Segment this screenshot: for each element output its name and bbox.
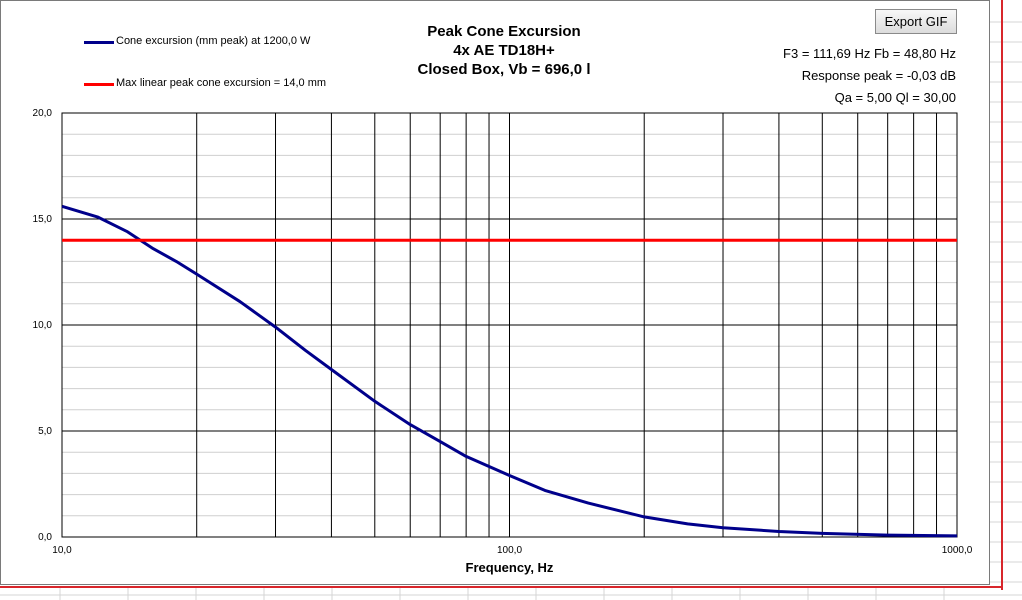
- chart-subtitle-box: Closed Box, Vb = 696,0 l: [417, 61, 591, 78]
- info-response-peak: Response peak = -0,03 dB: [801, 68, 956, 83]
- legend-label-max-linear-excursion: Max linear peak cone excursion = 14,0 mm: [116, 77, 327, 89]
- export-gif-button[interactable]: Export GIF: [875, 9, 957, 34]
- sheet-border-bottom: [0, 586, 1003, 588]
- chart-frame: [0, 0, 990, 585]
- x-tick-label: 10,0: [52, 545, 72, 556]
- series-line-cone-excursion: [61, 204, 958, 538]
- plot-area-border: [61, 112, 958, 538]
- y-tick-label: 0,0: [38, 532, 52, 543]
- y-tick-label: 20,0: [33, 108, 53, 119]
- y-tick-label: 5,0: [38, 426, 52, 437]
- x-tick-label: 100,0: [497, 545, 522, 556]
- x-tick-label: 1000,0: [942, 545, 973, 556]
- chart-title: Peak Cone Excursion 4x AE TD18H+ Closed …: [384, 22, 624, 79]
- info-qa-ql: Qa = 5,00 Ql = 30,00: [834, 90, 956, 105]
- chart-subtitle-driver: 4x AE TD18H+: [453, 42, 555, 59]
- x-axis-title: Frequency, Hz: [466, 560, 554, 575]
- chart-plot: 0,0 5,0 10,0 15,0 20,0 10,0 100,0 1000,0 Frequen…: [33, 108, 973, 575]
- y-tick-label: 15,0: [33, 214, 53, 225]
- chart-title-line: Peak Cone Excursion: [427, 23, 581, 40]
- legend-swatch-max-linear-excursion: [84, 83, 114, 86]
- legend-swatch-cone-excursion: [84, 41, 114, 44]
- y-tick-label: 10,0: [33, 320, 53, 331]
- info-f3-fb: F3 = 111,69 Hz Fb = 48,80 Hz: [783, 46, 956, 61]
- legend-label-cone-excursion: Cone excursion (mm peak) at 1200,0 W: [116, 35, 311, 47]
- sheet-border-right: [1001, 0, 1003, 590]
- chart-info-panel: F3 = 111,69 Hz Fb = 48,80 Hz Response pe…: [783, 43, 956, 109]
